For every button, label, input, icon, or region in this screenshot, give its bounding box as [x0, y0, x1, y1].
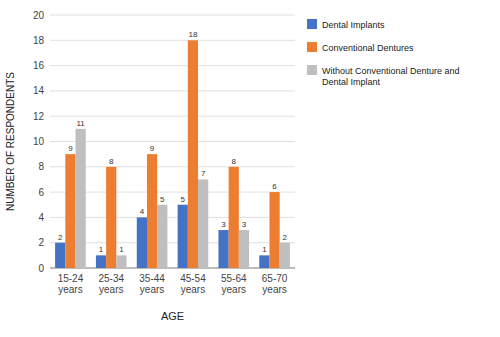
y-tick-label: 12: [33, 111, 45, 122]
data-label: 18: [188, 30, 197, 39]
x-tick-label: 55-64years: [221, 273, 247, 295]
y-tick-label: 8: [38, 161, 44, 172]
bar: [188, 40, 198, 268]
data-label: 5: [160, 195, 165, 204]
data-label: 1: [119, 245, 124, 254]
bar: [55, 243, 65, 268]
data-label: 2: [58, 233, 63, 242]
y-tick-label: 14: [33, 85, 45, 96]
grid-line: [50, 166, 295, 167]
grid-line: [50, 192, 295, 193]
data-label: 8: [232, 157, 237, 166]
bar: [96, 255, 106, 268]
grid-line: [50, 141, 295, 142]
grid-line: [50, 217, 295, 218]
y-tick-label: 20: [33, 10, 45, 21]
bar: [147, 154, 157, 268]
y-tick-label: 0: [38, 263, 44, 274]
legend-label: Without Conventional Denture andDental I…: [322, 66, 460, 87]
x-axis: 15-24years 25-34years 35-44years 45-54years…: [58, 273, 288, 295]
grid-line: [50, 90, 295, 91]
bar: [106, 167, 116, 268]
bar: [198, 179, 208, 268]
bar: [280, 243, 290, 268]
grid-line: [50, 40, 295, 41]
y-tick-label: 10: [33, 136, 45, 147]
bar: [76, 129, 86, 268]
chart: 024681012141618202145319891886111573215-…: [0, 0, 500, 337]
grid-line: [50, 65, 295, 66]
bar: [178, 205, 188, 268]
data-label: 11: [76, 119, 85, 128]
data-label: 8: [109, 157, 114, 166]
bar: [157, 205, 167, 268]
data-label: 7: [201, 169, 206, 178]
y-axis: 02468101214161820: [33, 10, 295, 274]
y-tick-label: 18: [33, 35, 45, 46]
data-label: 1: [262, 245, 267, 254]
grid-line: [50, 116, 295, 117]
bar: [65, 154, 75, 268]
x-tick-label: 25-34years: [98, 273, 124, 295]
data-label: 9: [68, 144, 73, 153]
data-label: 2: [283, 233, 288, 242]
legend-swatch: [307, 19, 317, 29]
legend-swatch: [307, 65, 317, 75]
legend-label: Conventional Dentures: [322, 43, 414, 53]
data-label: 9: [150, 144, 155, 153]
data-label: 3: [242, 220, 247, 229]
data-label: 5: [180, 195, 185, 204]
data-label: 4: [140, 207, 145, 216]
bar: [259, 255, 269, 268]
y-tick-label: 6: [38, 187, 44, 198]
bar: [116, 255, 126, 268]
data-label: 1: [99, 245, 104, 254]
data-label: 6: [272, 182, 277, 191]
bar: [229, 167, 239, 268]
legend-label: Dental Implants: [322, 20, 385, 30]
bars: [55, 40, 290, 268]
bar: [239, 230, 249, 268]
bar: [269, 192, 279, 268]
data-label: 3: [221, 220, 226, 229]
legend-swatch: [307, 42, 317, 52]
legend: Dental Implants Conventional Dentures With…: [307, 19, 460, 87]
grid-line: [50, 268, 295, 269]
bar: [137, 217, 147, 268]
y-axis-label: NUMBER OF RESPONDENTS: [5, 72, 16, 211]
grid-line: [50, 242, 295, 243]
grid-line: [50, 15, 295, 16]
y-tick-label: 16: [33, 60, 45, 71]
x-tick-label: 35-44years: [139, 273, 165, 295]
y-tick-label: 2: [38, 237, 44, 248]
x-tick-label: 65-70years: [262, 273, 288, 295]
bar: [218, 230, 228, 268]
data-labels: 21453198918861115732: [58, 30, 288, 254]
x-tick-label: 45-54years: [180, 273, 206, 295]
x-axis-line: [50, 268, 295, 269]
x-tick-label: 15-24years: [58, 273, 84, 295]
y-tick-label: 4: [38, 212, 44, 223]
x-axis-label: AGE: [161, 310, 184, 322]
